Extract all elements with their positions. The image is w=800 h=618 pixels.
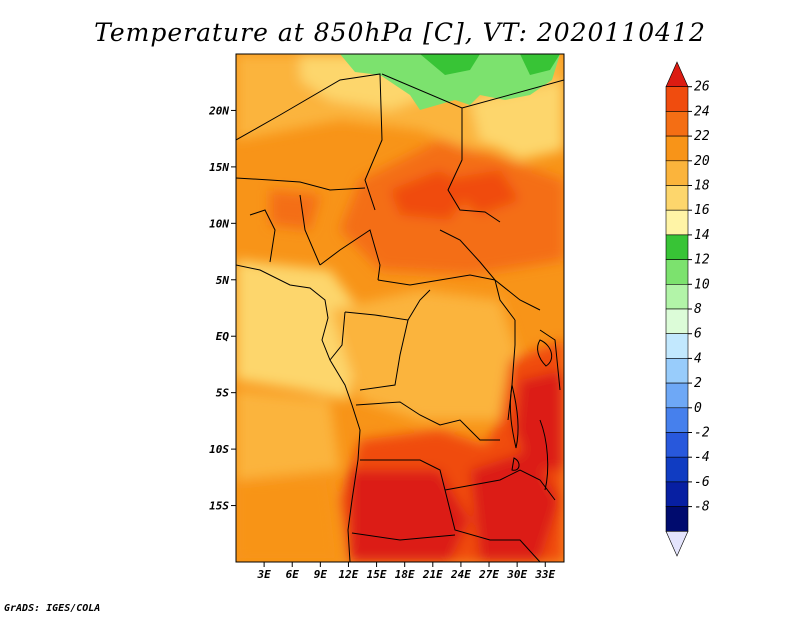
colorbar-label: 6 (694, 327, 702, 342)
lon-tick-label: 12E (339, 568, 359, 581)
lat-tick-label: 20N (208, 104, 229, 117)
colorbar-label: 10 (694, 277, 710, 292)
colorbar-label: -6 (694, 475, 710, 490)
colorbar-segment (665, 259, 689, 285)
latitude-axis: 20N 15N 10N 5N EQ 5S 10S 15S (208, 104, 236, 513)
colorbar-label: 18 (694, 179, 710, 194)
lon-tick-label: 33E (534, 568, 555, 581)
colorbar-label: 0 (694, 401, 702, 416)
colorbar-segment (665, 382, 689, 409)
colorbar-segment (665, 283, 689, 310)
colorbar-label: -8 (694, 500, 710, 515)
lon-tick-label: 15E (367, 568, 387, 581)
lat-tick-label: EQ (216, 330, 230, 343)
lon-tick-label: 21E (422, 568, 443, 581)
colorbar-segment (665, 506, 689, 532)
colorbar-label: 16 (694, 203, 710, 218)
colorbar-segment (665, 456, 689, 483)
grads-credit: GrADS: IGES/COLA (4, 603, 101, 614)
colorbar-label: 12 (694, 253, 710, 268)
lat-tick-label: 15S (209, 500, 229, 513)
colorbar-segment (665, 61, 689, 87)
lon-tick-label: 24E (450, 568, 471, 581)
lat-tick-label: 15N (209, 161, 229, 174)
colorbar-segment (665, 160, 689, 186)
map-title: Temperature at 850hPa [C], VT: 202011041… (94, 18, 706, 47)
lon-tick-label: 30E (506, 568, 527, 581)
lon-tick-label: 18E (395, 568, 415, 581)
longitude-axis: 3E 6E 9E 12E 15E 18E 21E 24E 27E 30E 33E (256, 562, 556, 581)
colorbar-segment (665, 185, 689, 211)
lon-tick-label: 27E (478, 568, 499, 581)
temperature-field (236, 54, 564, 562)
country-borders (236, 73, 564, 562)
colorbar-label: 2 (694, 376, 702, 391)
colorbar-segment (665, 209, 689, 236)
lat-tick-label: 10S (209, 443, 229, 456)
colorbar-label: 24 (694, 104, 710, 119)
colorbar-segment (665, 481, 689, 507)
colorbar-segment (665, 234, 689, 260)
colorbar-label: -4 (694, 450, 710, 465)
lon-tick-label: 6E (286, 568, 300, 581)
colorbar-label: -2 (694, 426, 710, 441)
map-frame (235, 53, 565, 563)
colorbar-segment (665, 358, 689, 384)
lat-tick-label: 5N (216, 274, 230, 287)
colorbar-segment (665, 308, 689, 335)
colorbar-label: 22 (694, 129, 710, 144)
colorbar-segment (665, 111, 689, 137)
colorbar-label: 26 (694, 80, 710, 95)
colorbar-label: 8 (694, 302, 702, 317)
lon-tick-label: 9E (314, 568, 328, 581)
colorbar-label: 20 (694, 154, 710, 169)
colorbar-segment (665, 432, 689, 458)
colorbar-segment (665, 407, 689, 433)
colorbar-label: 4 (694, 351, 702, 366)
colorbar-segment (665, 530, 689, 557)
colorbar-segment (665, 86, 689, 112)
colorbar-label: 14 (694, 228, 710, 243)
lat-tick-label: 10N (209, 217, 229, 230)
colorbar-segment (665, 135, 689, 162)
colorbar-segment (665, 333, 689, 359)
lat-tick-label: 5S (216, 387, 230, 400)
lon-tick-label: 3E (256, 568, 271, 581)
